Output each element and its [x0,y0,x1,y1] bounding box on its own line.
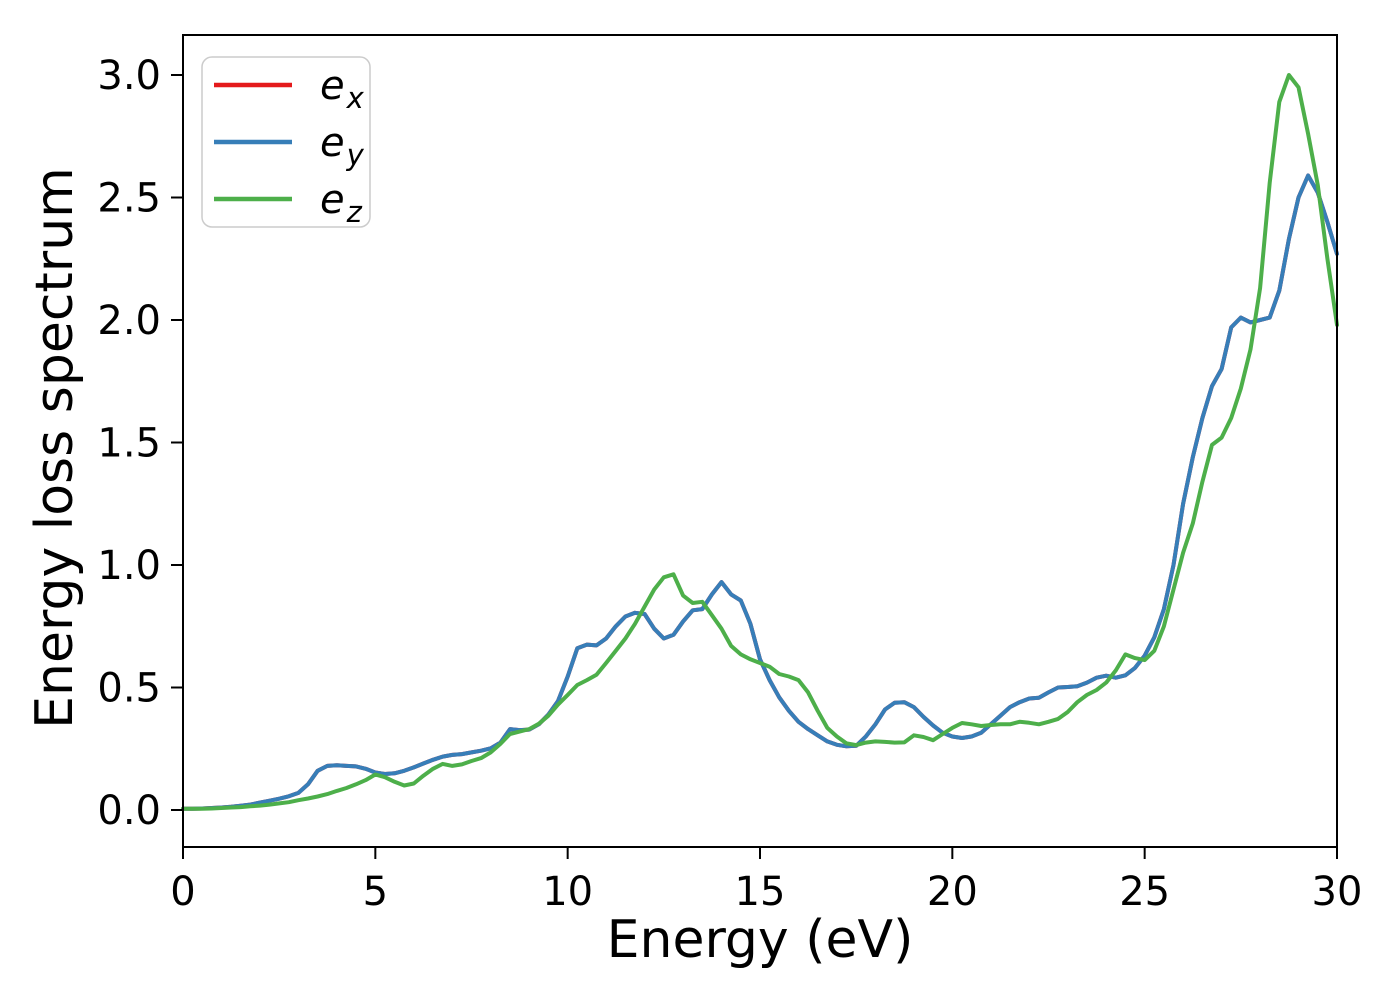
x-axis-label: Energy (eV) [607,910,914,970]
x-tick-label: 25 [1119,869,1170,915]
y-tick-label: 3.0 [97,53,161,99]
x-tick-label: 0 [170,869,195,915]
series-ex-line [181,173,1339,811]
legend-label-ez: ez [320,177,363,229]
y-tick-label: 0.0 [97,788,161,834]
series-group [181,73,1339,811]
x-tick-label: 10 [542,869,593,915]
x-tick-label: 15 [735,869,786,915]
legend-label-ex: ex [320,63,365,115]
series-ez-line [181,73,1339,811]
y-tick-label: 1.5 [97,421,161,467]
y-tick-label: 0.5 [97,666,161,712]
y-tick-label: 2.0 [97,298,161,344]
series-ey-line [181,173,1339,811]
x-tick-label: 20 [927,869,978,915]
y-tick-label: 1.0 [97,543,161,589]
y-axis: 0.0 0.5 1.0 1.5 2.0 2.5 3.0 [97,53,183,834]
x-tick-label: 30 [1312,869,1363,915]
x-axis: 0 5 10 15 20 25 30 [170,847,1362,915]
y-tick-label: 2.5 [97,176,161,222]
y-axis-label: Energy loss spectrum [25,167,85,729]
legend-label-ey: ey [320,120,365,172]
x-tick-label: 5 [363,869,388,915]
